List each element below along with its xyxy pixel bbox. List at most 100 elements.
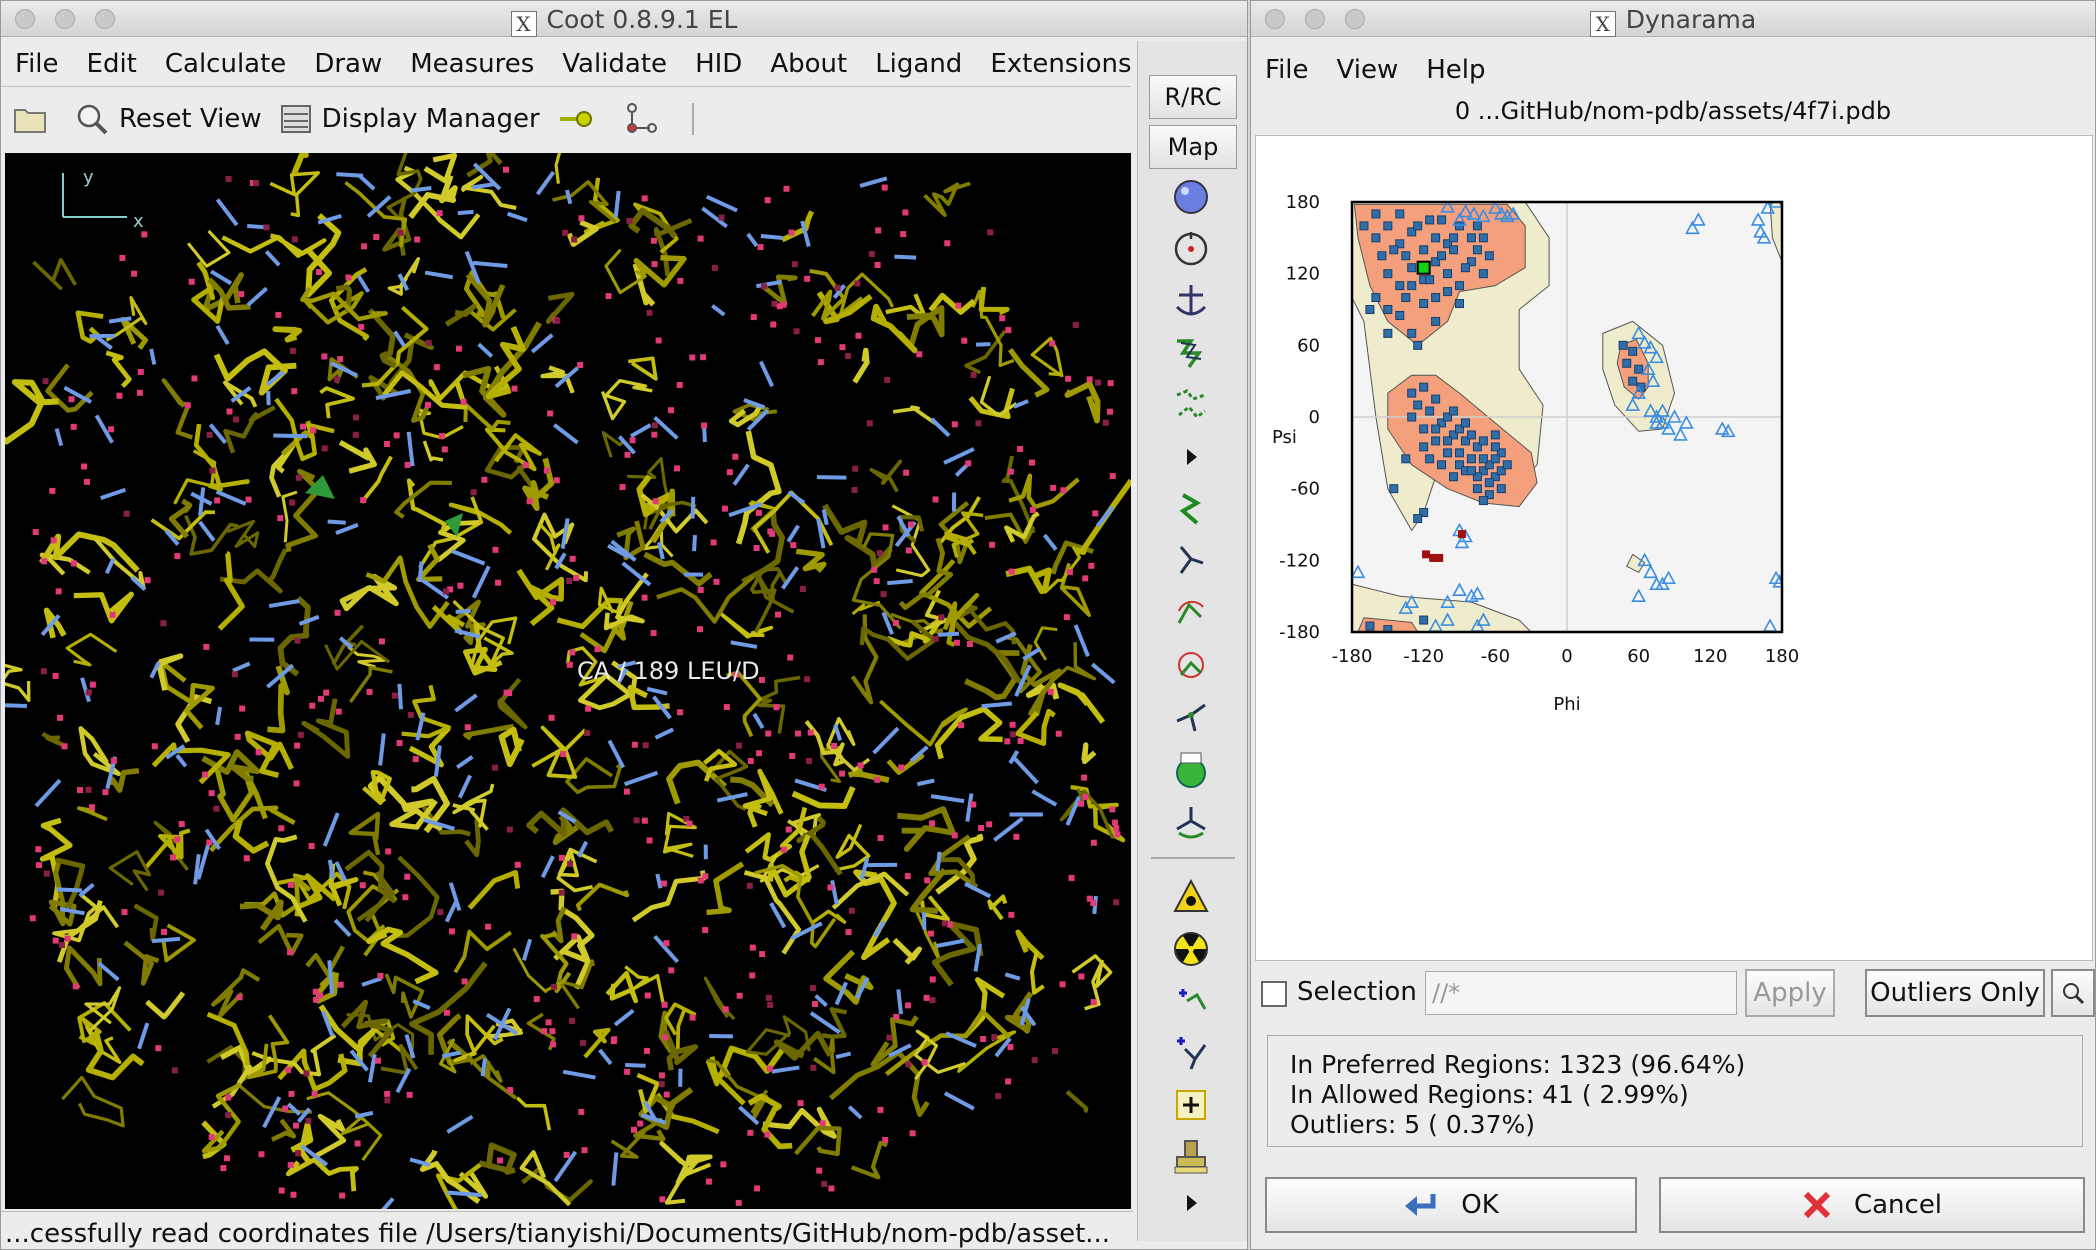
- sphere-refine-icon[interactable]: [1171, 177, 1211, 217]
- residue-point-triangle[interactable]: [1631, 325, 1647, 340]
- residue-point-square[interactable]: [1478, 466, 1488, 476]
- residue-point-square[interactable]: [1490, 430, 1500, 440]
- apply-button[interactable]: Apply: [1745, 969, 1835, 1017]
- residue-point-triangle[interactable]: [1464, 588, 1479, 602]
- residue-point-triangle[interactable]: [1470, 586, 1485, 600]
- residue-point-square[interactable]: [1377, 251, 1387, 261]
- residue-point-square[interactable]: [1443, 239, 1453, 249]
- residue-point-square[interactable]: [1437, 251, 1447, 261]
- residue-point-triangle[interactable]: [1649, 349, 1664, 364]
- residue-point-square[interactable]: [1383, 221, 1393, 231]
- residue-point-triangle[interactable]: [1458, 203, 1473, 218]
- menu-about[interactable]: About: [770, 49, 848, 79]
- map-button[interactable]: Map: [1149, 125, 1237, 169]
- flip-peptide-icon[interactable]: [1171, 489, 1211, 529]
- residue-point-square[interactable]: [1431, 293, 1441, 303]
- residue-point-square[interactable]: [1466, 466, 1476, 476]
- open-folder-button[interactable]: [13, 104, 57, 134]
- menu-ligand[interactable]: Ligand: [875, 49, 963, 79]
- residue-point-square[interactable]: [1460, 418, 1470, 428]
- close-window-button[interactable]: [15, 9, 35, 29]
- residue-point-square[interactable]: [1407, 388, 1417, 398]
- residue-point-square[interactable]: [1472, 245, 1482, 255]
- residue-point-square[interactable]: [1413, 340, 1423, 350]
- residue-point-triangle[interactable]: [1649, 415, 1664, 429]
- residue-point-square[interactable]: [1484, 460, 1494, 470]
- dynarama-zoom-button[interactable]: [1345, 9, 1365, 29]
- residue-point-square[interactable]: [1419, 442, 1429, 452]
- residue-point-square[interactable]: [1496, 466, 1506, 476]
- residue-point-triangle[interactable]: [1625, 397, 1641, 411]
- residue-point-triangle[interactable]: [1631, 588, 1647, 602]
- residue-point-triangle[interactable]: [1493, 206, 1509, 220]
- more-arrow-icon[interactable]: [1171, 1183, 1211, 1223]
- molecule-view[interactable]: [5, 153, 1131, 1209]
- residue-point-square[interactable]: [1472, 221, 1482, 231]
- residue-point-square[interactable]: [1389, 484, 1399, 494]
- outlier-point[interactable]: [1457, 530, 1466, 539]
- key-button[interactable]: [558, 104, 604, 134]
- expand-arrow-icon[interactable]: [1171, 437, 1211, 477]
- dynarama-close-button[interactable]: [1265, 9, 1285, 29]
- residue-point-triangle[interactable]: [1637, 335, 1652, 349]
- residue-point-square[interactable]: [1401, 251, 1411, 261]
- residue-point-square[interactable]: [1628, 346, 1638, 356]
- residue-point-square[interactable]: [1449, 245, 1459, 255]
- residue-point-square[interactable]: [1628, 376, 1638, 386]
- residue-point-triangle[interactable]: [1667, 409, 1682, 423]
- ramachandran-plot[interactable]: -180 -120 -60 0 60 120 180 180 120 60 0 -60 -120 -180…: [1256, 136, 2092, 960]
- add-residue-icon[interactable]: [1171, 981, 1211, 1021]
- residue-point-square[interactable]: [1437, 460, 1447, 470]
- residue-point-square[interactable]: [1484, 251, 1494, 261]
- residue-point-square[interactable]: [1478, 454, 1488, 464]
- cancel-button[interactable]: Cancel: [1659, 1177, 2085, 1233]
- residue-point-square[interactable]: [1443, 287, 1453, 297]
- residue-point-square[interactable]: [1478, 233, 1488, 243]
- residue-point-square[interactable]: [1443, 412, 1453, 422]
- residue-point-triangle[interactable]: [1661, 421, 1676, 435]
- display-manager-button[interactable]: Display Manager: [280, 103, 540, 135]
- residue-point-square[interactable]: [1383, 305, 1393, 314]
- residue-point-square[interactable]: [1437, 418, 1447, 428]
- residue-point-square[interactable]: [1437, 215, 1447, 225]
- residue-point-triangle[interactable]: [1643, 403, 1658, 417]
- regularize-icon[interactable]: [1171, 385, 1211, 425]
- residue-point-square[interactable]: [1413, 400, 1423, 410]
- rigid-body-icon[interactable]: [1171, 333, 1211, 373]
- side-chain-icon[interactable]: [1171, 541, 1211, 581]
- residue-point-triangle[interactable]: [1352, 564, 1366, 579]
- residue-point-triangle[interactable]: [1476, 208, 1491, 223]
- dyn-menu-help[interactable]: Help: [1426, 55, 1486, 85]
- selection-checkbox[interactable]: [1261, 981, 1287, 1007]
- residue-point-square[interactable]: [1389, 245, 1399, 255]
- residue-point-square[interactable]: [1455, 460, 1464, 470]
- residue-point-square[interactable]: [1425, 275, 1435, 285]
- residue-point-square[interactable]: [1466, 430, 1476, 440]
- residue-point-square[interactable]: [1490, 472, 1500, 482]
- stamp-icon[interactable]: [1171, 1137, 1211, 1177]
- residue-point-square[interactable]: [1407, 281, 1417, 291]
- add-atom-icon[interactable]: [1171, 697, 1211, 737]
- menu-extensions[interactable]: Extensions: [990, 49, 1132, 79]
- residue-point-square[interactable]: [1634, 364, 1644, 374]
- outlier-point[interactable]: [1435, 553, 1444, 562]
- reset-view-button[interactable]: Reset View: [75, 102, 262, 136]
- residue-point-square[interactable]: [1466, 454, 1476, 464]
- residue-point-triangle[interactable]: [1454, 534, 1470, 549]
- residue-point-square[interactable]: [1449, 233, 1459, 243]
- residue-point-square[interactable]: [1419, 424, 1429, 434]
- residue-point-square[interactable]: [1455, 424, 1464, 434]
- minimize-window-button[interactable]: [55, 9, 75, 29]
- residue-point-square[interactable]: [1419, 508, 1429, 518]
- dyn-menu-file[interactable]: File: [1265, 55, 1309, 85]
- torsion-icon[interactable]: [1171, 645, 1211, 685]
- residue-point-square[interactable]: [1419, 299, 1429, 309]
- residue-point-square[interactable]: [1407, 227, 1417, 237]
- residue-point-triangle[interactable]: [1768, 196, 1782, 208]
- residue-point-square[interactable]: [1618, 340, 1628, 350]
- residue-point-triangle[interactable]: [1404, 594, 1420, 608]
- residue-point-square[interactable]: [1431, 424, 1441, 434]
- menu-hid[interactable]: HID: [695, 49, 743, 79]
- residue-point-square[interactable]: [1383, 269, 1393, 279]
- residue-point-square[interactable]: [1455, 448, 1464, 458]
